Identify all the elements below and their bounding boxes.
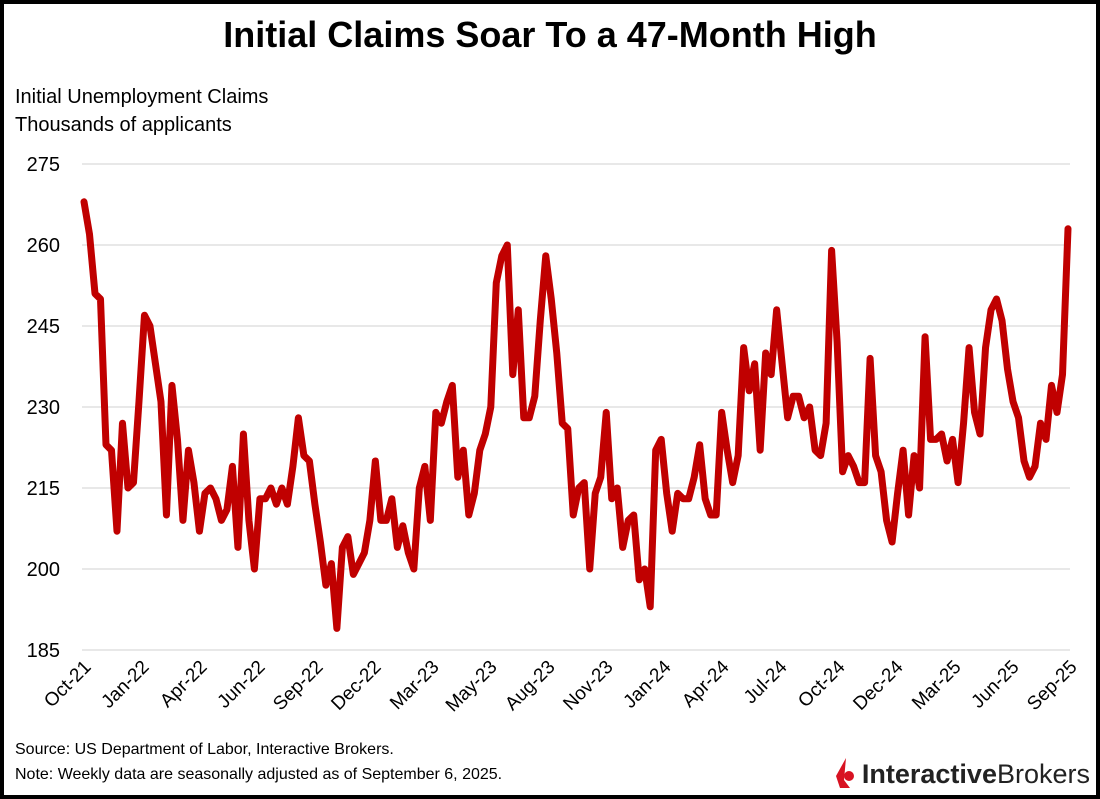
x-tick-label: Jun-22 [214, 657, 270, 713]
y-tick-label: 275 [27, 154, 60, 176]
x-tick-label: Jan-22 [98, 657, 154, 713]
x-tick-label: Mar-23 [386, 657, 443, 714]
data-note: Note: Weekly data are seasonally adjuste… [15, 766, 503, 783]
series-line [80, 198, 1072, 632]
logo-text-brokers: Brokers [996, 758, 1090, 789]
source-note: Source: US Department of Labor, Interact… [15, 741, 394, 758]
y-tick-label: 185 [27, 640, 60, 662]
y-axis-label-line1: Initial Unemployment Claims [15, 86, 269, 108]
x-tick-label: Jul-24 [740, 656, 792, 708]
x-tick-label: Sep-22 [269, 657, 327, 715]
y-tick-label: 215 [27, 478, 60, 500]
x-tick-label: Oct-21 [40, 657, 95, 712]
x-tick-label: Apr-24 [678, 656, 733, 711]
x-tick-label: Oct-24 [794, 656, 849, 711]
x-tick-label: Jun-25 [968, 657, 1024, 713]
y-tick-label: 230 [27, 397, 60, 419]
x-tick-label: Jan-24 [620, 656, 676, 712]
chart-title: Initial Claims Soar To a 47-Month High [223, 14, 877, 55]
y-tick-label: 245 [27, 316, 60, 338]
x-tick-label: Dec-22 [327, 657, 385, 715]
y-axis-label-line2: Thousands of applicants [15, 114, 232, 136]
logo-flame-icon [835, 758, 854, 788]
x-tick-label: Mar-25 [908, 657, 965, 714]
x-tick-label: Sep-25 [1023, 657, 1081, 715]
x-tick-label: Dec-24 [849, 656, 907, 714]
x-tick-label: Nov-23 [559, 657, 617, 715]
logo-text-interactive: Interactive [861, 758, 997, 789]
x-tick-label: May-23 [442, 657, 502, 717]
x-tick-label: Aug-23 [501, 657, 559, 715]
y-tick-label: 200 [27, 559, 60, 581]
interactive-brokers-logo: Interactive Brokers [832, 758, 1090, 790]
y-tick-label: 260 [27, 235, 60, 257]
x-tick-label: Apr-22 [156, 657, 211, 712]
